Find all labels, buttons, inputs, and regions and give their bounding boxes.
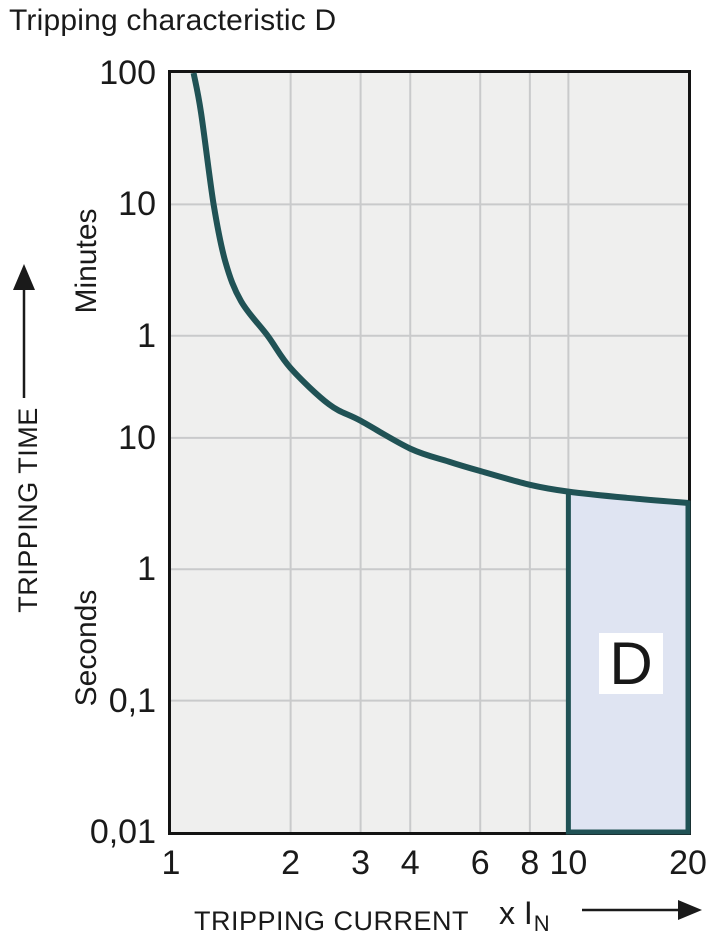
y-tick-label: 0,01 <box>89 813 156 851</box>
characteristic-curve <box>190 72 689 506</box>
plot-canvas <box>171 72 691 835</box>
x-axis-unit-subscript: N <box>533 911 550 936</box>
y-tick-label: 1 <box>137 316 156 355</box>
y-tick-label: 0,1 <box>108 681 156 720</box>
region-label: D <box>609 629 653 697</box>
y-tick-label: 10 <box>118 418 156 457</box>
x-tick-label: 10 <box>549 844 588 882</box>
y-axis-unit-label: Seconds <box>70 589 103 707</box>
y-tick-label: 10 <box>118 185 156 224</box>
x-tick-label: 6 <box>470 844 490 882</box>
y-tick-label: 100 <box>99 54 156 92</box>
x-tick-label: 3 <box>351 844 371 882</box>
x-tick-label: 8 <box>520 844 540 882</box>
up-arrow-icon <box>13 264 35 398</box>
x-tick-label: 20 <box>669 844 707 882</box>
y-axis-title: TRIPPING TIME <box>13 407 43 613</box>
chart-title: Tripping characteristic D <box>9 4 337 37</box>
x-tick-label: 2 <box>281 844 301 882</box>
x-axis-title: TRIPPING CURRENT <box>194 906 470 936</box>
x-axis-unit-prefix: x I <box>499 895 533 931</box>
y-tick-label: 1 <box>137 550 156 589</box>
x-tick-label: 4 <box>400 844 420 882</box>
x-axis-unit: x IN <box>499 894 550 936</box>
region-label-box: D <box>599 633 663 694</box>
right-arrow-icon <box>582 900 702 920</box>
x-tick-label: 1 <box>161 844 181 882</box>
y-axis-unit-label: Minutes <box>70 208 103 314</box>
